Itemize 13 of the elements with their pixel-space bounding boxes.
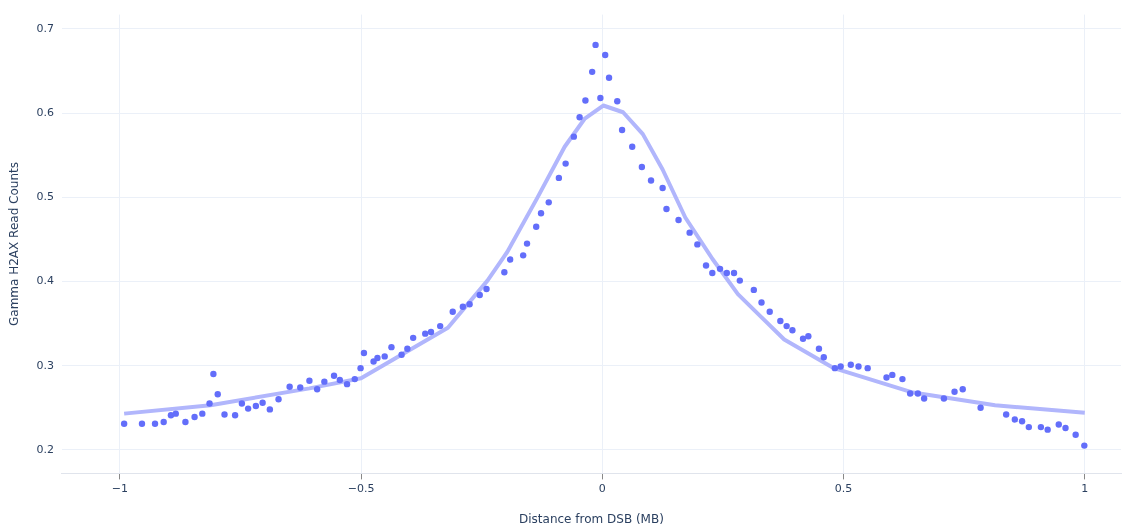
x-tick-label: 0 xyxy=(598,481,606,495)
y-axis-title: Gamma H2AX Read Counts xyxy=(7,162,22,326)
y-tick-label: 0.6 xyxy=(36,105,54,119)
x-tick-label: −0.5 xyxy=(347,481,375,495)
y-tick-label: 0.3 xyxy=(36,358,54,372)
x-tick-label: −1 xyxy=(111,481,128,495)
x-axis-title: Distance from DSB (MB) xyxy=(519,511,664,526)
y-tick-label: 0.4 xyxy=(36,274,54,288)
y-tick-label: 0.5 xyxy=(36,190,54,204)
x-tick-label: 1 xyxy=(1081,481,1089,495)
y-tick-label: 0.2 xyxy=(36,442,54,456)
y-tick-label: 0.7 xyxy=(36,21,54,35)
x-tick-label: 0.5 xyxy=(834,481,853,495)
